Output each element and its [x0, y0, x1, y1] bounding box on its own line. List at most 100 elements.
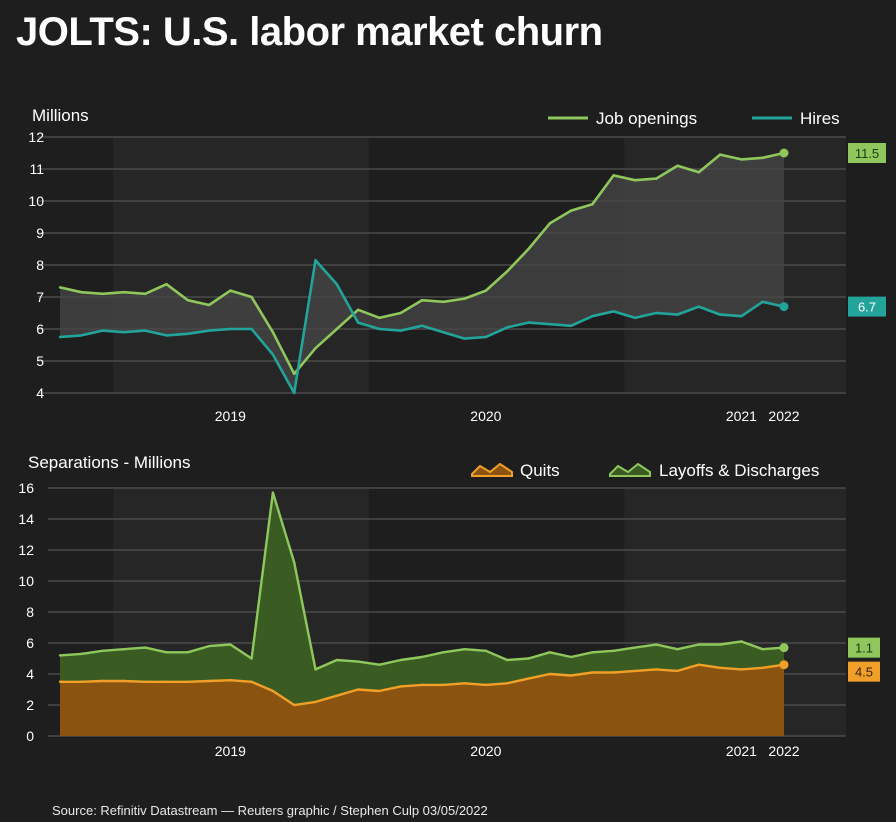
data-point — [740, 640, 743, 643]
y-tick-label: 10 — [18, 573, 34, 589]
data-point — [442, 331, 445, 334]
data-point — [548, 672, 551, 676]
end-value-badge: 11.5 — [848, 143, 886, 163]
data-point — [740, 315, 743, 318]
data-point — [335, 283, 339, 286]
data-point — [207, 303, 211, 307]
x-year-label-2022: 2022 — [768, 743, 799, 759]
data-point — [676, 313, 679, 316]
quits-area — [60, 664, 784, 736]
data-point — [569, 674, 573, 677]
data-point — [314, 259, 317, 262]
data-point — [718, 313, 722, 316]
data-point — [463, 648, 466, 651]
data-point — [591, 203, 594, 206]
data-point — [207, 679, 211, 683]
data-point — [293, 561, 296, 564]
data-point — [761, 648, 764, 651]
data-point — [165, 680, 168, 683]
y-tick-label: 10 — [28, 193, 44, 209]
y-tick-label: 12 — [18, 542, 34, 558]
data-point — [250, 680, 253, 683]
data-point — [207, 329, 211, 332]
x-year-label-2020: 2020 — [470, 743, 501, 759]
data-point — [165, 651, 168, 654]
data-point — [463, 337, 466, 340]
data-point — [655, 311, 658, 315]
data-point — [591, 671, 594, 674]
data-point — [293, 703, 296, 707]
data-point — [527, 677, 530, 680]
y-tick-label: 4 — [36, 385, 44, 401]
data-point — [356, 660, 360, 663]
data-point — [548, 222, 551, 225]
x-year-label-2019: 2019 — [215, 408, 246, 424]
data-point — [101, 292, 104, 295]
data-point — [527, 657, 530, 660]
data-point — [271, 331, 275, 334]
badge-label: 4.5 — [855, 665, 873, 680]
data-point — [229, 679, 232, 682]
data-point — [420, 655, 424, 659]
source-credit: Source: Refinitiv Datastream — Reuters g… — [52, 803, 488, 818]
data-point — [271, 689, 275, 693]
data-point — [58, 680, 62, 683]
end-value-badge: 4.5 — [848, 661, 880, 682]
data-point — [420, 324, 424, 327]
data-point — [463, 682, 466, 685]
data-point — [484, 289, 488, 292]
legend-label-job-openings: Job openings — [596, 109, 697, 128]
data-point — [655, 643, 658, 646]
data-point — [80, 680, 83, 683]
data-point — [484, 683, 488, 687]
end-value-badge: 6.7 — [848, 296, 886, 317]
data-point — [314, 700, 317, 704]
y-tick-label: 6 — [26, 635, 34, 651]
data-point — [442, 651, 445, 654]
data-point — [356, 688, 360, 691]
data-point — [293, 391, 296, 395]
data-point — [101, 329, 104, 332]
data-point — [335, 327, 339, 331]
legend-label-layoffs: Layoffs & Discharges — [659, 461, 819, 480]
data-point — [761, 156, 764, 159]
data-point — [80, 652, 83, 656]
y-tick-label: 0 — [26, 728, 34, 744]
y-axis-label: Separations - Millions — [28, 453, 191, 472]
y-tick-label: 5 — [36, 353, 44, 369]
data-point — [718, 666, 722, 669]
data-point — [314, 668, 317, 671]
data-point — [463, 297, 466, 300]
y-tick-label: 7 — [36, 289, 44, 305]
end-marker — [779, 660, 789, 670]
data-point — [718, 153, 722, 156]
y-tick-label: 16 — [18, 480, 34, 496]
data-point — [697, 305, 701, 308]
data-point — [399, 685, 402, 688]
data-point — [697, 663, 701, 666]
data-point — [186, 680, 189, 683]
legend-label-quits: Quits — [520, 461, 560, 480]
badge-background — [848, 661, 880, 682]
data-point — [442, 683, 445, 687]
data-point — [122, 679, 126, 683]
data-point — [612, 310, 615, 313]
x-year-label-2019: 2019 — [215, 743, 246, 759]
data-point — [591, 651, 594, 654]
data-point — [420, 299, 424, 302]
data-point — [378, 316, 381, 319]
data-point — [58, 335, 62, 339]
data-point — [505, 270, 509, 273]
y-tick-label: 11 — [29, 161, 44, 177]
chart-title: JOLTS: U.S. labor market churn — [16, 10, 603, 54]
x-year-label-2021: 2021 — [726, 408, 757, 424]
data-point — [655, 177, 658, 180]
badge-label: 11.5 — [855, 146, 879, 161]
data-point — [591, 315, 594, 318]
data-point — [548, 323, 551, 326]
data-point — [399, 658, 402, 662]
data-point — [527, 247, 530, 251]
data-point — [80, 334, 83, 337]
legend-swatch-quits — [471, 462, 513, 477]
